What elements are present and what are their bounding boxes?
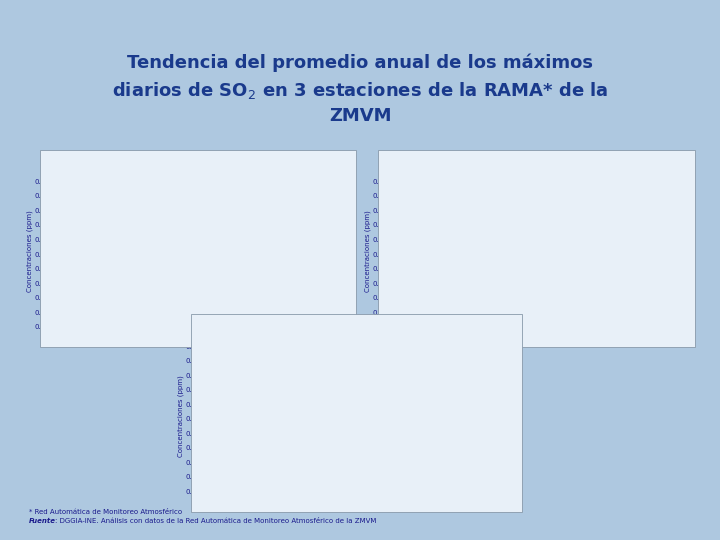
Text: * Red Automática de Monitoreo Atmosférico: * Red Automática de Monitoreo Atmosféric… [29,509,182,515]
Text: Fuente: Fuente [29,518,56,524]
Text: : DGGIA-INE. Análisis con datos de la Red Automática de Monitoreo Atmosférico de: : DGGIA-INE. Análisis con datos de la Re… [55,518,376,524]
Y-axis label: Concentraciones (ppm): Concentraciones (ppm) [177,375,184,457]
Y-axis label: Concentraciones (ppm): Concentraciones (ppm) [364,210,371,292]
Text: Pedregal: Pedregal [238,327,287,337]
Text: Xalostoc: Xalostoc [423,163,470,172]
Text: (Noroeste): (Noroeste) [470,163,524,172]
Text: Tendencia del promedio anual de los máximos
diarios de SO$_2$ en 3 estaciones de: Tendencia del promedio anual de los máxi… [112,54,608,125]
Text: (Centro): (Centro) [143,163,186,172]
Y-axis label: Concentraciones (ppm): Concentraciones (ppm) [26,210,32,292]
Text: (Suroeste): (Suroeste) [287,327,341,337]
Text: Merced: Merced [103,163,143,172]
